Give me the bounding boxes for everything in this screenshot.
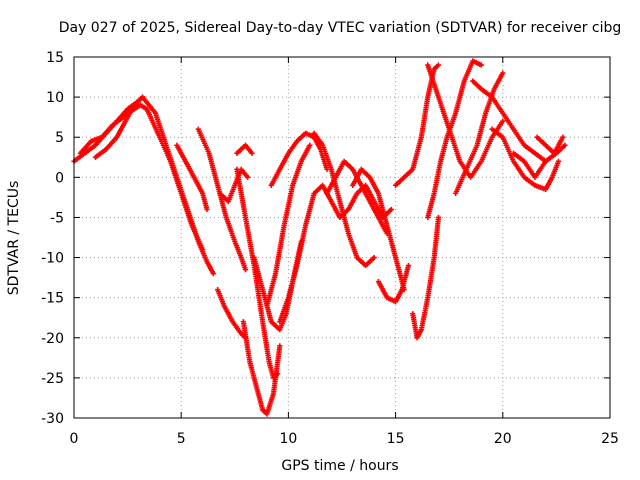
y-tick-label: 5 [55, 130, 64, 146]
data-point-marker [245, 174, 251, 180]
data-point-marker [135, 102, 141, 108]
series-trace [425, 58, 484, 221]
x-tick-label: 5 [177, 431, 186, 447]
series-trace [534, 134, 566, 156]
data-point-marker [249, 150, 255, 156]
data-point-marker [371, 254, 377, 261]
y-tick-label: -5 [50, 210, 64, 226]
series-trace [489, 126, 562, 192]
y-tick-label: -30 [41, 411, 64, 427]
series-trace [350, 166, 407, 293]
y-tick-label: 10 [46, 90, 64, 106]
data-point-marker [560, 134, 566, 140]
series-trace [234, 166, 281, 381]
y-axis-ticks: 15 10 5 0 -5 -10 -15 -20 -25 -30 [41, 50, 610, 427]
data-point-marker [435, 62, 442, 68]
series-trace [375, 262, 412, 305]
series-trace [240, 319, 283, 417]
x-tick-label: 10 [279, 431, 297, 447]
y-tick-label: -25 [41, 371, 64, 387]
series-trace [311, 130, 377, 269]
y-tick-label: 15 [46, 50, 64, 66]
x-tick-label: 15 [387, 431, 405, 447]
data-point-marker [405, 262, 412, 269]
data-point-marker [562, 142, 568, 148]
y-tick-label: -20 [41, 331, 64, 347]
data-point-marker [242, 266, 249, 273]
plot-frame [73, 56, 611, 419]
series-trace [470, 78, 549, 164]
data-point-marker [478, 62, 484, 68]
data-point-marker [277, 343, 283, 349]
data-point-marker [210, 271, 216, 277]
data-point-marker [555, 158, 562, 164]
data-point-marker [307, 142, 313, 148]
y-tick-label: -10 [41, 251, 64, 267]
x-tick-label: 25 [601, 431, 619, 447]
data-point-marker [500, 70, 506, 76]
series-trace [324, 158, 390, 237]
series-trace [144, 106, 206, 253]
series-trace [337, 182, 394, 221]
x-tick-label: 20 [494, 431, 512, 447]
series-trace [264, 142, 313, 309]
series-trace [92, 102, 141, 160]
data-point-marker [388, 206, 394, 213]
series-trace [410, 214, 442, 341]
y-tick-label: -15 [41, 291, 64, 307]
x-tick-label: 0 [70, 431, 79, 447]
data-point-marker [204, 206, 210, 213]
data-point-marker [200, 246, 206, 253]
x-axis-ticks: 0 5 10 15 20 25 [70, 57, 619, 447]
y-tick-label: 0 [55, 170, 64, 186]
data-point-marker [500, 118, 506, 124]
series-trace [425, 62, 506, 180]
series-trace [195, 126, 249, 273]
series-trace [268, 130, 330, 188]
chart-title: Day 027 of 2025, Sidereal Day-to-day VTE… [59, 20, 622, 36]
series-trace [174, 142, 210, 213]
chart-series [71, 58, 568, 417]
data-point-marker [435, 214, 442, 221]
series-trace [234, 142, 255, 156]
series-trace [217, 166, 251, 204]
x-axis-label: GPS time / hours [281, 458, 398, 474]
y-axis-label: SDTVAR / TECUs [6, 181, 22, 296]
